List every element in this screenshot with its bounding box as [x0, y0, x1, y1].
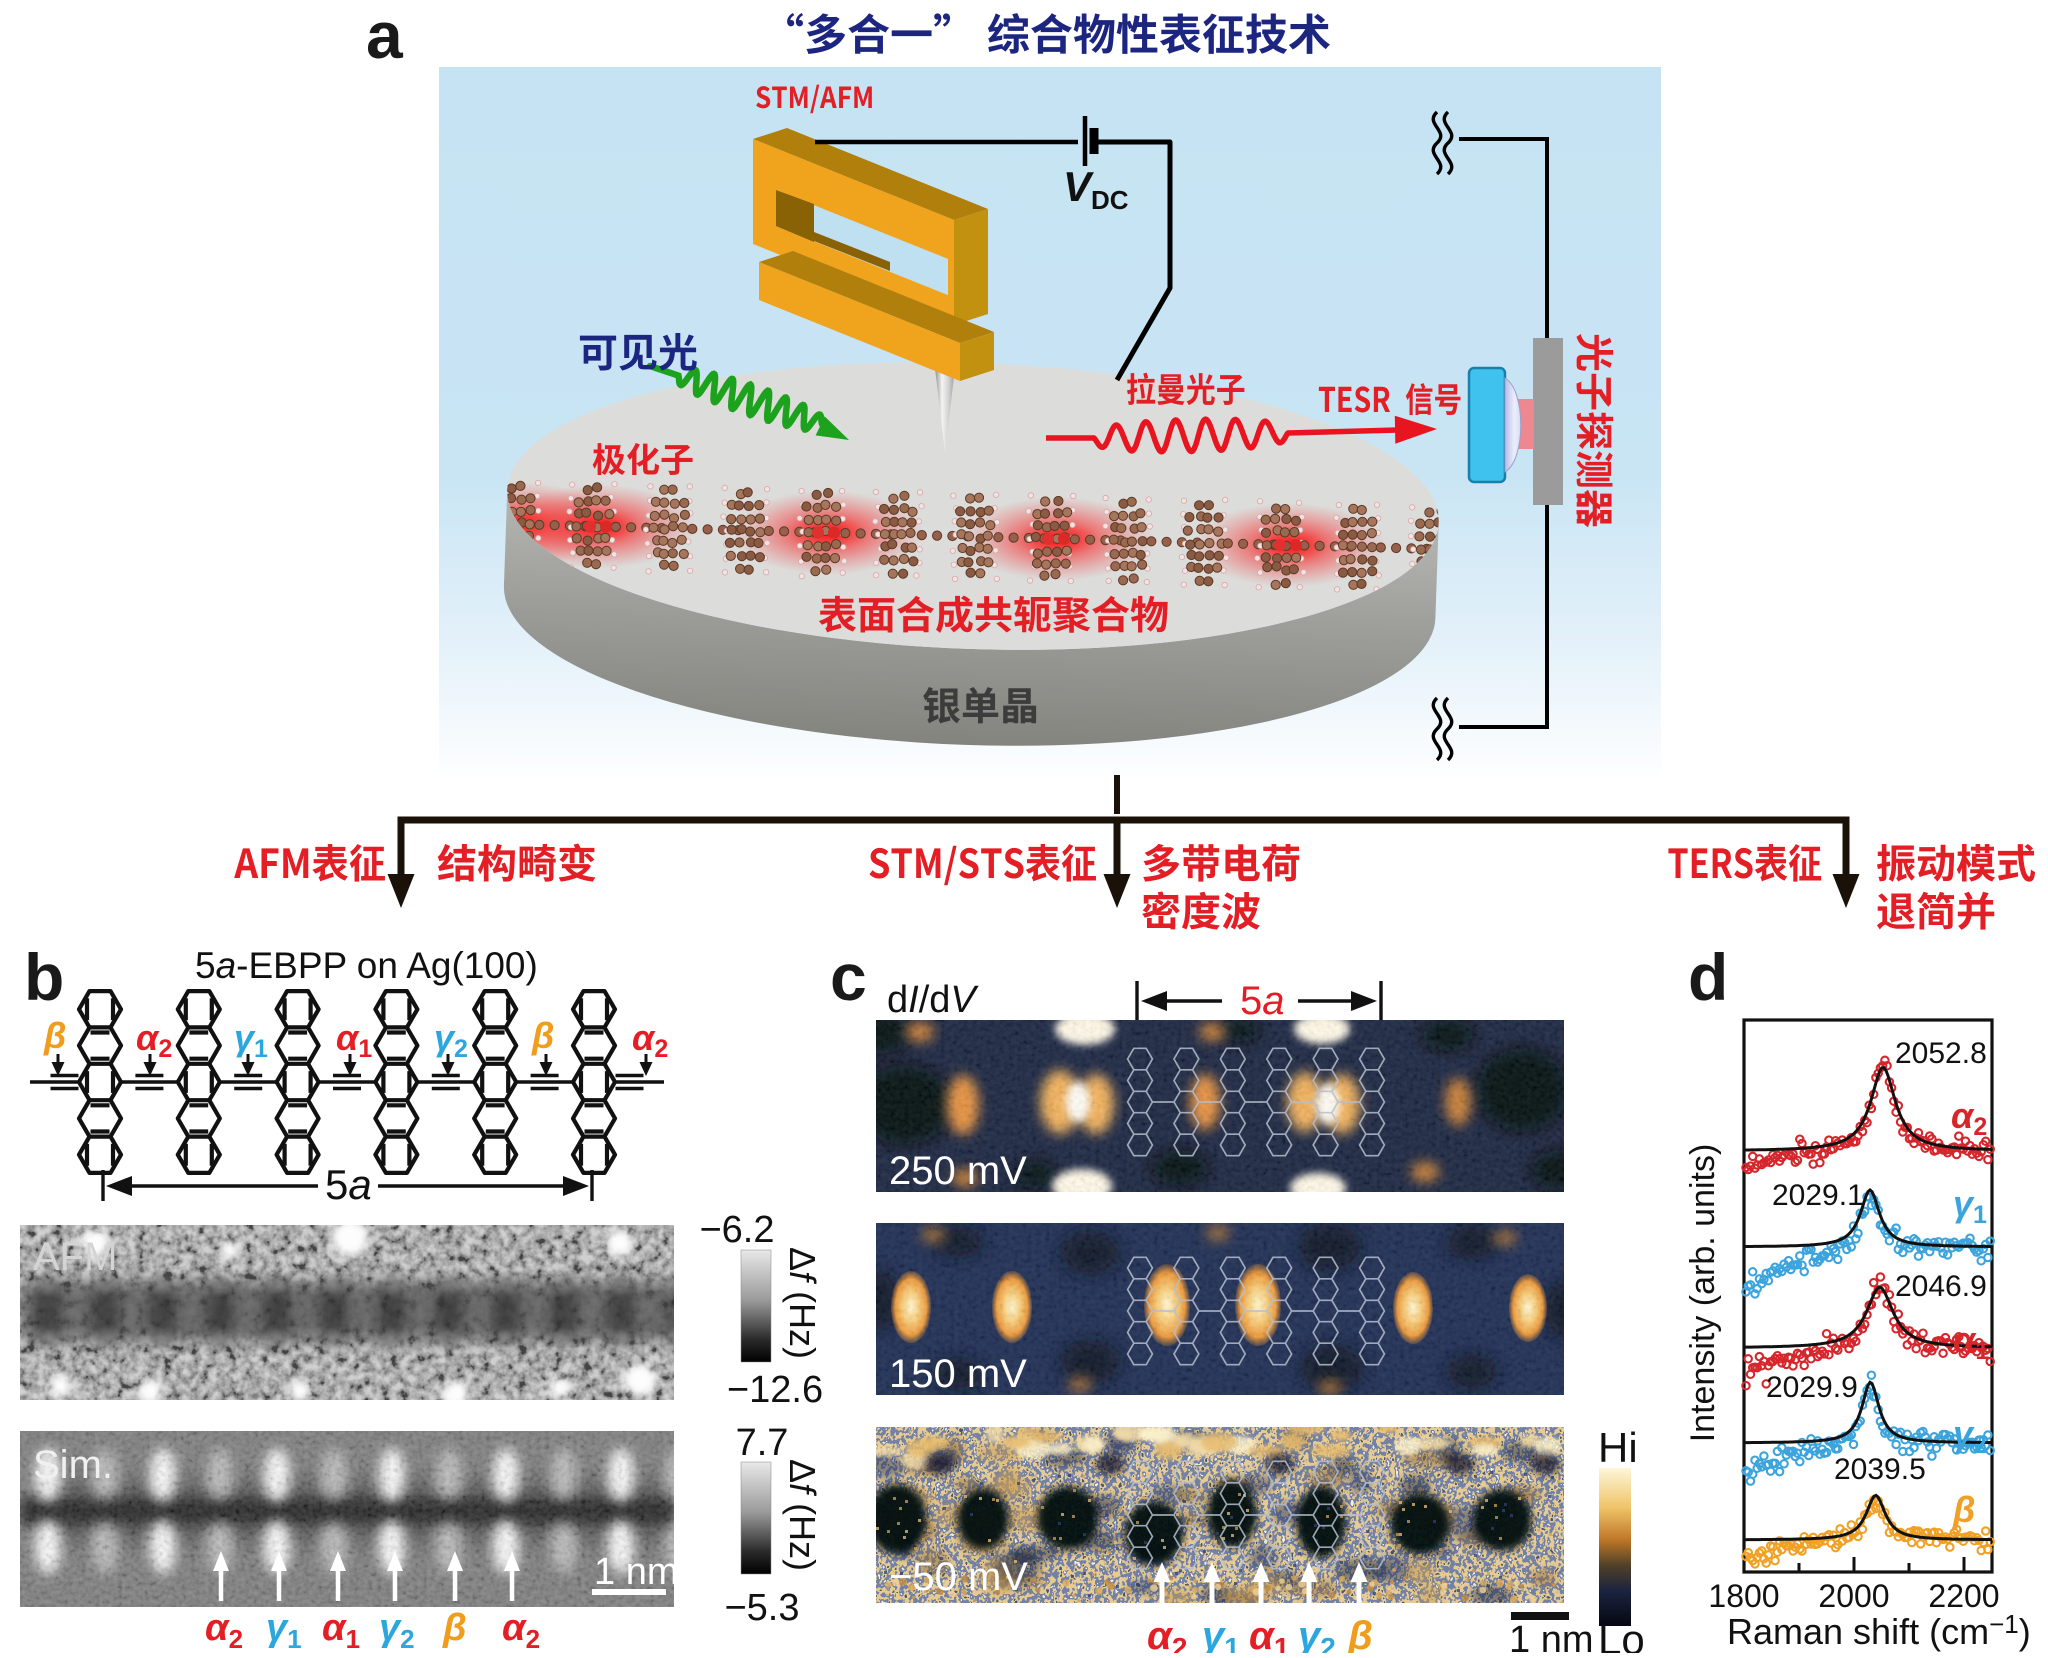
svg-text:γ2: γ2	[1298, 1614, 1336, 1653]
svg-text:−6.2: −6.2	[699, 1209, 774, 1251]
svg-text:c: c	[830, 940, 867, 1014]
svg-text:−5.3: −5.3	[724, 1587, 799, 1629]
svg-text:β: β	[531, 1015, 554, 1056]
svg-text:γ1: γ1	[234, 1017, 268, 1063]
svg-text:Δf (Hz): Δf (Hz)	[782, 1247, 823, 1359]
svg-text:γ1: γ1	[1953, 1183, 1987, 1229]
svg-text:5a: 5a	[325, 1161, 372, 1208]
svg-text:α2: α2	[205, 1607, 243, 1653]
svg-text:α1: α1	[336, 1017, 372, 1063]
svg-text:−50 mV: −50 mV	[889, 1555, 1028, 1599]
svg-text:β: β	[1952, 1489, 1975, 1530]
svg-text:α2: α2	[632, 1017, 668, 1063]
svg-text:γ1: γ1	[1202, 1614, 1240, 1653]
svg-text:α1: α1	[1953, 1319, 1989, 1365]
svg-text:b: b	[24, 940, 64, 1014]
svg-text:γ2: γ2	[434, 1017, 468, 1063]
svg-text:2029.1: 2029.1	[1772, 1179, 1864, 1212]
svg-text:1800: 1800	[1708, 1578, 1779, 1614]
svg-text:5a: 5a	[1240, 979, 1285, 1023]
svg-text:β: β	[442, 1607, 467, 1649]
svg-text:α2: α2	[136, 1017, 172, 1063]
svg-text:d: d	[1688, 940, 1728, 1014]
svg-text:−12.6: −12.6	[727, 1369, 823, 1411]
svg-text:250 mV: 250 mV	[889, 1149, 1027, 1193]
svg-text:β: β	[43, 1015, 66, 1056]
svg-text:Δf (Hz): Δf (Hz)	[782, 1459, 823, 1571]
svg-text:Intensity (arb. units): Intensity (arb. units)	[1684, 1144, 1722, 1443]
svg-text:Hi: Hi	[1598, 1424, 1638, 1471]
svg-text:α2: α2	[1147, 1614, 1187, 1653]
svg-text:2046.9: 2046.9	[1895, 1270, 1987, 1303]
svg-text:α2: α2	[1951, 1095, 1987, 1141]
svg-text:a: a	[366, 0, 404, 72]
svg-text:Lo: Lo	[1598, 1616, 1645, 1653]
svg-text:Sim.: Sim.	[33, 1443, 113, 1487]
svg-text:γ2: γ2	[379, 1607, 415, 1653]
svg-text:Raman shift (cm−1): Raman shift (cm−1)	[1727, 1609, 2031, 1652]
svg-text:2052.8: 2052.8	[1895, 1037, 1987, 1070]
svg-text:β: β	[1347, 1614, 1373, 1653]
svg-text:γ1: γ1	[266, 1607, 302, 1653]
svg-text:5a-EBPP on Ag(100): 5a-EBPP on Ag(100)	[195, 945, 538, 986]
svg-text:α2: α2	[502, 1607, 540, 1653]
svg-text:1 nm: 1 nm	[1509, 1619, 1593, 1653]
svg-text:2039.5: 2039.5	[1834, 1453, 1926, 1486]
svg-text:dI/dV: dI/dV	[887, 979, 979, 1021]
svg-text:γ2: γ2	[1953, 1413, 1987, 1459]
svg-text:150 mV: 150 mV	[889, 1352, 1027, 1396]
svg-text:2000: 2000	[1818, 1578, 1889, 1614]
svg-text:1 nm: 1 nm	[594, 1551, 678, 1593]
svg-text:2200: 2200	[1928, 1578, 1999, 1614]
svg-text:α1: α1	[322, 1607, 360, 1653]
svg-text:α1: α1	[1249, 1614, 1289, 1653]
svg-text:2029.9: 2029.9	[1766, 1371, 1858, 1404]
svg-text:AFM: AFM	[33, 1235, 117, 1279]
svg-text:7.7: 7.7	[736, 1422, 789, 1464]
